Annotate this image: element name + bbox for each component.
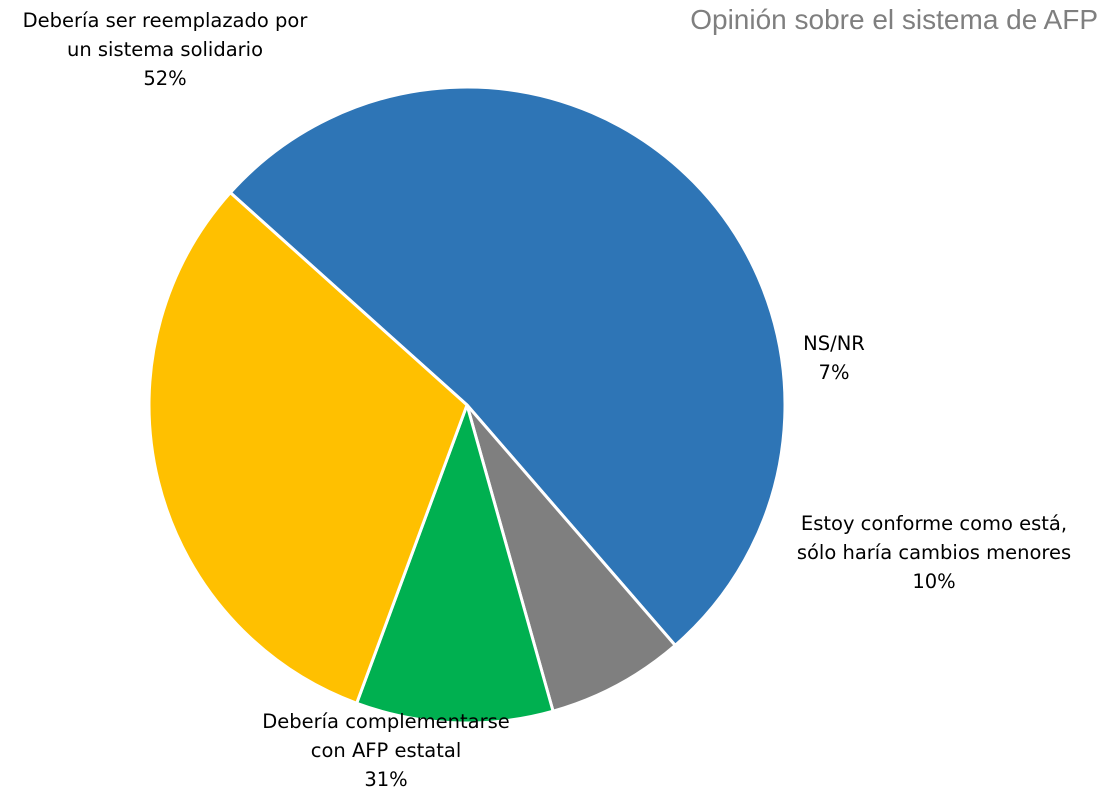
pie-slice-4 [147,191,469,705]
slice-labels: Debería ser reemplazado por un sistema so… [23,9,1072,791]
pie-slice-3 [355,403,555,725]
slice-1-category-label: un sistema solidario [67,38,263,61]
slice-1-percent-label: 52% [143,67,186,90]
slice-1-category-label: Debería ser reemplazado por [23,9,309,32]
slice-4-percent-label: 31% [364,768,407,791]
slice-3-category-label: Estoy conforme como está, [801,512,1067,535]
pie-slices [147,85,787,725]
pie-slice-1 [228,85,787,647]
slice-2-category-label: NS/NR [803,332,865,355]
slice-2-percent-label: 7% [819,361,850,384]
slice-4-category-label: Debería complementarse [262,710,510,733]
slice-3-category-label: sólo haría cambios menores [797,541,1071,564]
pie-slice-2 [465,403,677,713]
chart-title: Opinión sobre el sistema de AFP [690,4,1098,35]
slice-4-category-label: con AFP estatal [311,739,462,762]
slice-3-percent-label: 10% [912,570,955,593]
